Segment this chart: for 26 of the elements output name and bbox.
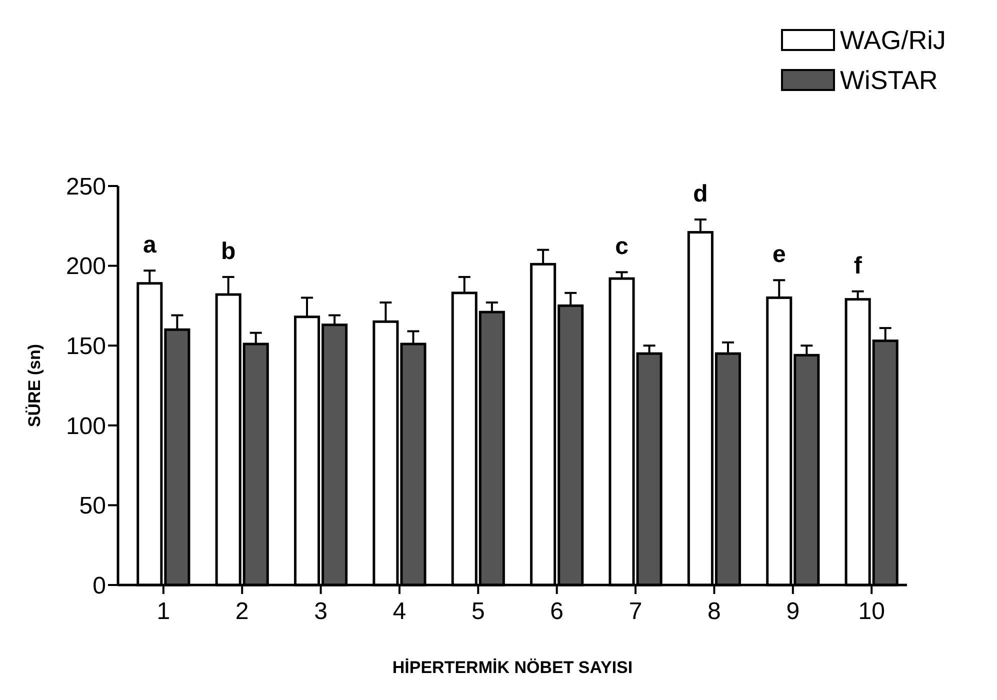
x-tick-label: 9 <box>786 598 800 625</box>
x-tick-label: 8 <box>708 598 721 625</box>
x-tick-label: 5 <box>471 598 485 625</box>
x-tick-label: 4 <box>392 598 406 625</box>
x-tick-label: 1 <box>156 598 170 625</box>
y-tick-label: 250 <box>66 173 106 200</box>
y-tick-label: 0 <box>92 572 106 600</box>
y-tick-label: 200 <box>66 253 106 280</box>
annotation: b <box>220 238 236 265</box>
x-tick-label: 6 <box>550 598 564 625</box>
annotation: c <box>615 233 628 260</box>
legend-label: WAG/RiJ <box>840 25 946 56</box>
annotation: f <box>854 252 863 280</box>
x-tick-label: 2 <box>235 598 249 625</box>
legend-label: WiSTAR <box>840 65 938 96</box>
annotation: a <box>142 232 157 259</box>
y-tick-label: 100 <box>66 412 106 440</box>
y-tick-label: 50 <box>79 492 106 520</box>
annotation: e <box>772 241 786 268</box>
x-tick-label: 10 <box>858 598 885 625</box>
y-axis-title: SÜRE (sn) <box>25 344 44 428</box>
x-tick-label: 3 <box>314 598 328 625</box>
y-tick-label: 150 <box>66 333 106 360</box>
x-axis-title: HİPERTERMİK NÖBET SAYISI <box>392 658 633 677</box>
annotation: d <box>693 180 708 208</box>
x-tick-label: 7 <box>628 598 642 625</box>
